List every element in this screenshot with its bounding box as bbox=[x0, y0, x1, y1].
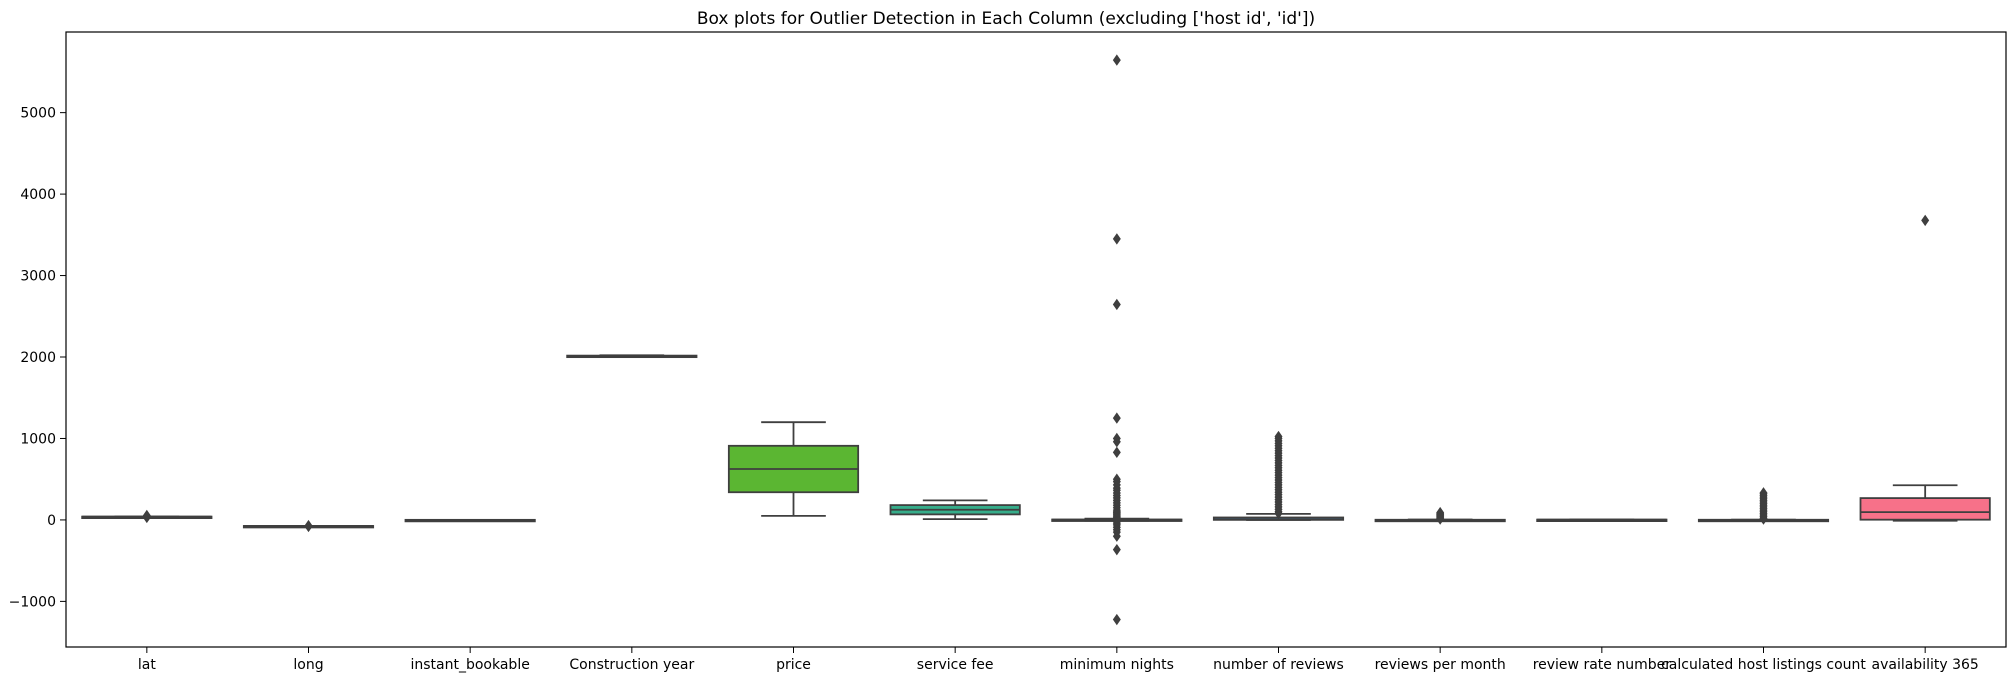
box-0 bbox=[81, 509, 213, 524]
box-1 bbox=[242, 519, 375, 533]
outlier-point bbox=[142, 509, 151, 522]
box-11 bbox=[1859, 214, 1991, 522]
x-tick-label: availability 365 bbox=[1872, 657, 1979, 673]
box-3 bbox=[566, 354, 698, 359]
box-8 bbox=[1374, 506, 1506, 525]
outlier-point bbox=[1759, 513, 1768, 525]
box-4 bbox=[727, 421, 860, 517]
plot-area bbox=[81, 54, 1991, 626]
outlier-point bbox=[1112, 446, 1121, 459]
outlier-point bbox=[1112, 54, 1121, 66]
outlier-point bbox=[1112, 530, 1121, 542]
x-tick-label: long bbox=[293, 657, 323, 673]
box-6 bbox=[1051, 54, 1183, 626]
outlier-point bbox=[1112, 613, 1121, 626]
x-tick-label: review rate number bbox=[1533, 657, 1672, 673]
x-tick-label: minimum nights bbox=[1060, 657, 1174, 673]
x-tick-label: price bbox=[776, 657, 811, 673]
outlier-point bbox=[1921, 214, 1930, 227]
plot-frame bbox=[65, 31, 2007, 648]
outlier-point bbox=[1112, 298, 1121, 311]
outlier-point bbox=[1112, 412, 1121, 424]
box-2 bbox=[404, 518, 536, 523]
y-tick-label: −1000 bbox=[9, 594, 56, 610]
outlier-point bbox=[1436, 513, 1445, 525]
x-tick-label: service fee bbox=[917, 657, 994, 673]
y-axis: −1000 0 1000 2000 3000 4000 5000 bbox=[9, 106, 66, 610]
box-9 bbox=[1536, 518, 1668, 523]
box-7 bbox=[1212, 430, 1345, 521]
y-tick-label: 4000 bbox=[20, 187, 56, 203]
y-tick-label: 1000 bbox=[20, 431, 56, 447]
y-tick-label: 5000 bbox=[20, 106, 56, 122]
x-tick-label: number of reviews bbox=[1213, 657, 1344, 673]
box-10 bbox=[1697, 487, 1830, 525]
outlier-point bbox=[1274, 507, 1283, 520]
outlier-point bbox=[304, 520, 313, 533]
y-tick-label: 0 bbox=[47, 513, 56, 529]
outlier-point bbox=[1112, 233, 1121, 245]
y-tick-label: 2000 bbox=[20, 350, 56, 366]
x-tick-label: Construction year bbox=[569, 657, 694, 673]
outlier-point bbox=[1112, 543, 1121, 556]
x-tick-label: calculated host listings count bbox=[1661, 657, 1866, 673]
y-tick-label: 3000 bbox=[20, 269, 56, 285]
box-5 bbox=[889, 499, 1021, 521]
x-tick-label: reviews per month bbox=[1375, 657, 1506, 673]
x-tick-label: instant_bookable bbox=[410, 657, 529, 673]
chart-title: Box plots for Outlier Detection in Each … bbox=[697, 9, 1315, 29]
box-body bbox=[1859, 497, 1991, 521]
x-tick-label: lat bbox=[138, 657, 156, 673]
x-axis: lat long instant_bookable Construction year… bbox=[138, 647, 1979, 673]
